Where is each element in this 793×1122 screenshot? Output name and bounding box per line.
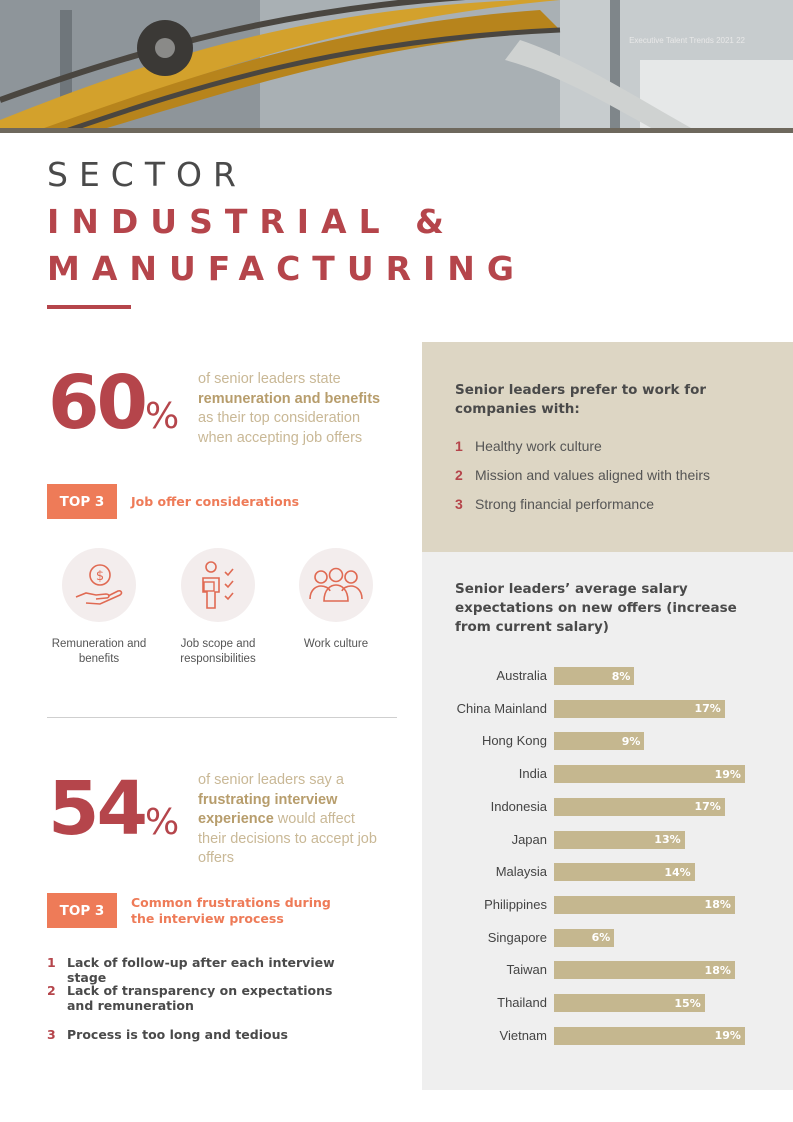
sector-title: INDUSTRIAL & MANUFACTURING xyxy=(47,198,526,292)
bar: 14% xyxy=(554,863,695,882)
item-text: Healthy work culture xyxy=(475,438,602,454)
item-number: 1 xyxy=(47,955,56,970)
consideration-label: Work culture xyxy=(303,638,369,650)
bar: 17% xyxy=(554,699,725,718)
bar-value-label: 6% xyxy=(591,931,611,945)
considerations-title: Job offer considerations xyxy=(131,494,300,509)
stat-text-end: would affect their decisions to accept j… xyxy=(198,811,377,866)
sector-label: SECTOR xyxy=(47,155,247,194)
bar: 18% xyxy=(554,895,735,914)
svg-text:$: $ xyxy=(96,569,104,584)
preference-item: 3 Strong financial performance xyxy=(455,496,654,512)
bar-category-label: China Mainland xyxy=(456,700,547,716)
bar-value-label: 9% xyxy=(621,734,641,748)
title-underline xyxy=(47,305,131,309)
consideration-label: Remuneration and benefits xyxy=(51,638,147,665)
bar-value-label: 14% xyxy=(664,865,691,879)
chart-title: Senior leaders’ average salary expectati… xyxy=(455,581,737,635)
bar: 19% xyxy=(554,1026,745,1045)
bar-category-label: Philippines xyxy=(484,896,547,912)
stat-text-start: of senior leaders say a xyxy=(198,772,344,788)
bar-category-label: Australia xyxy=(496,668,547,683)
bar: 17% xyxy=(554,797,725,816)
conveyor-illustration xyxy=(0,0,793,133)
item-text: Strong financial performance xyxy=(475,496,654,512)
stat-value: 54 xyxy=(48,766,148,852)
person-checklist-icon xyxy=(181,548,255,622)
bar-category-label: Malaysia xyxy=(495,864,547,880)
section-divider xyxy=(47,717,397,718)
bar-category-label: India xyxy=(518,766,547,782)
bar-category-label: Thailand xyxy=(497,995,547,1010)
bar: 18% xyxy=(554,961,735,980)
item-text: Lack of follow-up after each interview s… xyxy=(67,955,335,985)
sector-title-line1: INDUSTRIAL & xyxy=(47,202,456,241)
item-number: 2 xyxy=(455,467,463,483)
bar-value-label: 17% xyxy=(694,702,721,716)
hand-money-icon: $ xyxy=(62,548,136,622)
preference-item: 1 Healthy work culture xyxy=(455,438,602,454)
stat-text-end: as their top consideration when acceptin… xyxy=(198,410,363,446)
bar-value-label: 19% xyxy=(714,767,741,781)
bar-value-label: 19% xyxy=(714,1029,741,1043)
stat-unit: % xyxy=(144,396,180,437)
bar-value-label: 18% xyxy=(704,963,731,977)
item-number: 1 xyxy=(455,438,463,454)
sector-title-line2: MANUFACTURING xyxy=(47,249,527,288)
preferences-title: Senior leaders prefer to work for compan… xyxy=(455,382,707,417)
stat-text-start: of senior leaders state xyxy=(198,371,341,387)
item-number: 2 xyxy=(47,983,56,998)
stat-text-highlight: remuneration and benefits xyxy=(198,390,381,407)
consideration-label: Job scope and responsibilities xyxy=(180,638,256,665)
frustration-item: 1 Lack of follow-up after each interview … xyxy=(47,955,347,985)
frustration-item: 2 Lack of transparency on expectations an… xyxy=(47,983,347,1013)
bar-category-label: Singapore xyxy=(487,929,547,945)
stat-60-percent: 60% xyxy=(48,360,179,446)
bar-category-label: Hong Kong xyxy=(481,733,547,749)
stat-54-percent: 54% xyxy=(48,766,179,852)
item-text: Process is too long and tedious xyxy=(67,1027,288,1042)
item-number: 3 xyxy=(47,1027,56,1042)
people-group-icon xyxy=(299,548,373,622)
bar-value-label: 15% xyxy=(674,996,701,1010)
top3-badge: TOP 3 xyxy=(47,893,117,928)
page-caption: Executive Talent Trends 2021 22 xyxy=(629,36,745,45)
bar-value-label: 8% xyxy=(611,669,631,683)
frustrations-title: Common frustrations during the interview… xyxy=(131,895,331,926)
stat-text-highlight: frustrating interview experience xyxy=(198,791,338,828)
top3-badge: TOP 3 xyxy=(47,484,117,519)
bar-category-label: Vietnam xyxy=(499,1027,547,1043)
bar: 9% xyxy=(554,732,645,751)
bar-category-label: Japan xyxy=(511,831,547,847)
bar-value-label: 17% xyxy=(694,800,721,814)
stat-unit: % xyxy=(144,802,180,843)
frustration-item: 3 Process is too long and tedious xyxy=(47,1027,347,1042)
bar: 13% xyxy=(554,830,685,849)
preferences-panel xyxy=(422,342,793,552)
stat-value: 60 xyxy=(48,360,148,446)
item-text: Mission and values aligned with theirs xyxy=(475,467,711,483)
bar: 19% xyxy=(554,765,745,784)
bar: 6% xyxy=(554,928,615,947)
item-number: 3 xyxy=(455,496,463,512)
item-text: Lack of transparency on expectations and… xyxy=(67,983,333,1013)
preference-item: 2 Mission and values aligned with theirs xyxy=(455,467,710,483)
stat-description: of senior leaders state remuneration and… xyxy=(198,370,398,448)
bar-category-label: Taiwan xyxy=(506,962,547,978)
bar-value-label: 13% xyxy=(654,833,681,846)
hero-image: Executive Talent Trends 2021 22 xyxy=(0,0,793,133)
bar: 15% xyxy=(554,994,705,1012)
bar: 8% xyxy=(554,667,635,685)
stat-description: of senior leaders say a frustrating inte… xyxy=(198,771,378,869)
bar-value-label: 18% xyxy=(704,898,731,912)
bar-category-label: Indonesia xyxy=(490,798,547,814)
